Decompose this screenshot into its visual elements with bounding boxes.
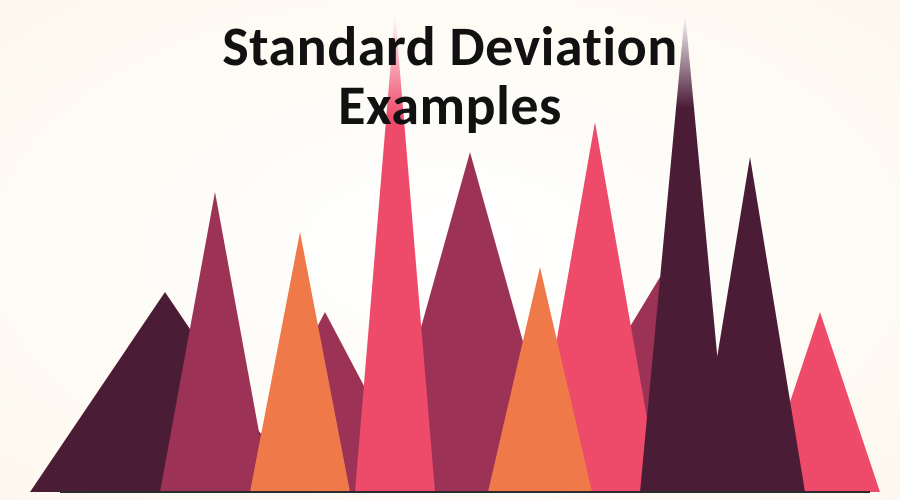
figure-canvas: Standard Deviation Examples bbox=[0, 0, 900, 500]
peak bbox=[355, 12, 435, 492]
distribution-peaks bbox=[0, 0, 900, 500]
